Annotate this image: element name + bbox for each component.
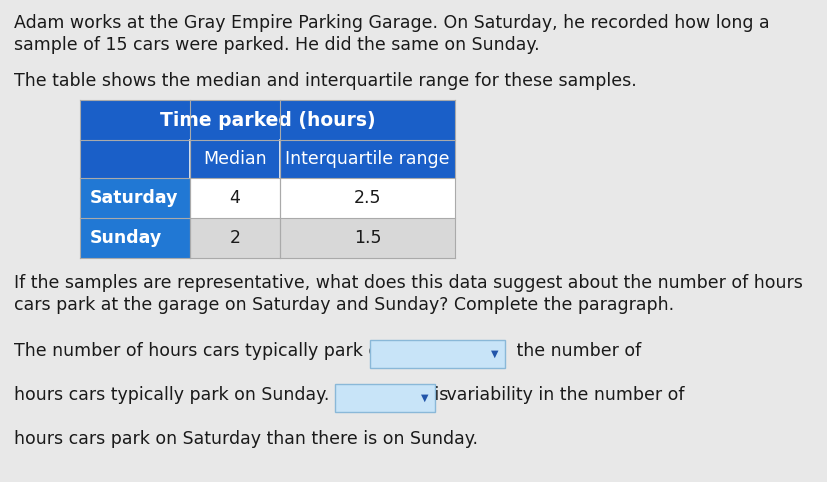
FancyBboxPatch shape xyxy=(280,178,455,218)
Text: 4: 4 xyxy=(230,189,241,207)
Text: Time parked (hours): Time parked (hours) xyxy=(160,110,375,130)
FancyBboxPatch shape xyxy=(370,340,505,368)
FancyBboxPatch shape xyxy=(190,218,280,258)
Text: the number of: the number of xyxy=(511,342,641,360)
FancyBboxPatch shape xyxy=(80,100,455,140)
Text: If the samples are representative, what does this data suggest about the number : If the samples are representative, what … xyxy=(14,274,803,292)
FancyBboxPatch shape xyxy=(280,218,455,258)
Text: ▼: ▼ xyxy=(491,349,499,359)
Text: hours cars park on Saturday than there is on Sunday.: hours cars park on Saturday than there i… xyxy=(14,430,478,448)
Text: sample of 15 cars were parked. He did the same on Sunday.: sample of 15 cars were parked. He did th… xyxy=(14,36,540,54)
Text: hours cars typically park on Sunday. Also, there is: hours cars typically park on Sunday. Als… xyxy=(14,386,448,404)
Text: ▼: ▼ xyxy=(421,393,428,403)
Text: cars park at the garage on Saturday and Sunday? Complete the paragraph.: cars park at the garage on Saturday and … xyxy=(14,296,674,314)
Text: Interquartile range: Interquartile range xyxy=(285,150,450,168)
FancyBboxPatch shape xyxy=(280,140,455,178)
FancyBboxPatch shape xyxy=(190,140,280,178)
Text: Sunday: Sunday xyxy=(90,229,162,247)
Text: Saturday: Saturday xyxy=(90,189,179,207)
Text: 1.5: 1.5 xyxy=(354,229,381,247)
FancyBboxPatch shape xyxy=(190,178,280,218)
FancyBboxPatch shape xyxy=(80,140,190,178)
Text: Median: Median xyxy=(203,150,267,168)
Text: 2: 2 xyxy=(230,229,241,247)
Text: The number of hours cars typically park on Saturday is: The number of hours cars typically park … xyxy=(14,342,494,360)
FancyBboxPatch shape xyxy=(80,218,190,258)
Text: The table shows the median and interquartile range for these samples.: The table shows the median and interquar… xyxy=(14,72,637,90)
Text: variability in the number of: variability in the number of xyxy=(441,386,685,404)
FancyBboxPatch shape xyxy=(335,384,435,412)
FancyBboxPatch shape xyxy=(80,178,190,218)
Text: Adam works at the Gray Empire Parking Garage. On Saturday, he recorded how long : Adam works at the Gray Empire Parking Ga… xyxy=(14,14,770,32)
Text: 2.5: 2.5 xyxy=(354,189,381,207)
